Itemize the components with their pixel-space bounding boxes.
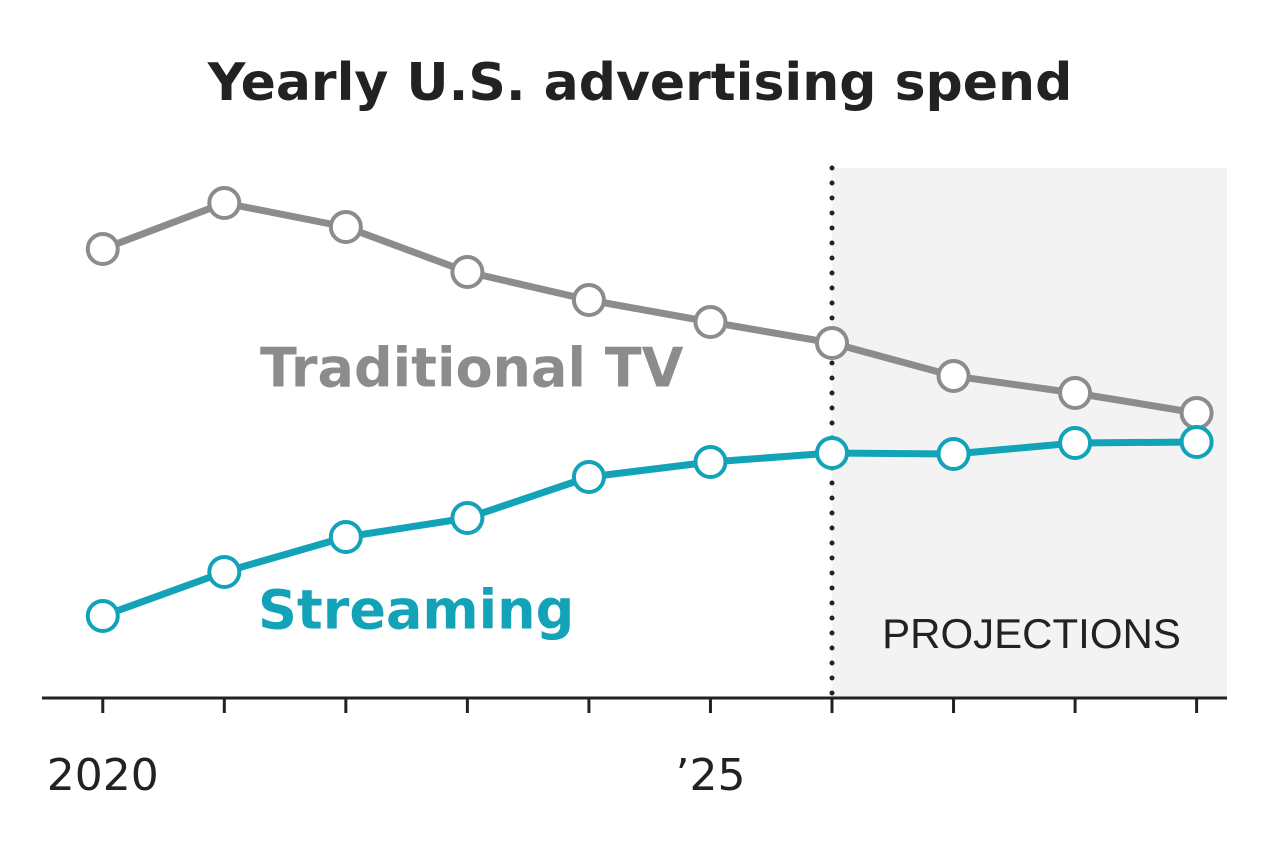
data-point [450, 501, 485, 535]
data-point [815, 326, 849, 360]
data-point [815, 436, 849, 470]
data-point [207, 186, 242, 220]
x-tick-label: 2020 [47, 750, 159, 801]
data-point [936, 359, 971, 393]
data-point [693, 445, 728, 479]
data-point [693, 305, 728, 339]
projection-region [832, 168, 1227, 698]
data-point [571, 460, 606, 494]
data-point [1179, 425, 1214, 459]
data-point [936, 437, 971, 471]
data-point [207, 555, 242, 589]
data-point [85, 232, 120, 266]
data-point [328, 520, 363, 554]
chart-title: Yearly U.S. advertising spend [207, 53, 1073, 113]
data-point [1058, 426, 1093, 460]
data-point [571, 283, 606, 317]
x-tick-label: ’25 [675, 750, 745, 801]
series-line [101, 199, 1198, 417]
data-point [1058, 376, 1093, 410]
data-point [85, 599, 120, 633]
data-point [328, 210, 363, 244]
series-line [101, 438, 1197, 620]
series-label: Streaming [258, 579, 574, 642]
series-label: Traditional TV [260, 337, 684, 400]
data-point [1179, 396, 1214, 430]
projection-label: PROJECTIONS [882, 610, 1181, 657]
data-point [450, 255, 485, 289]
